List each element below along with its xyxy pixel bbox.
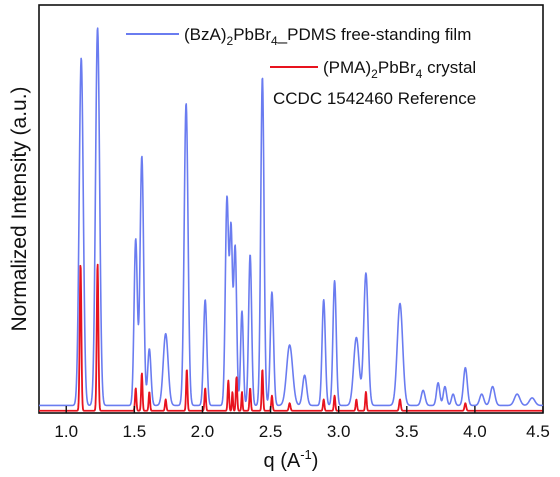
legend-label-crystal: (PMA)2PbBr4 crystal <box>323 58 476 81</box>
x-tick-label: 2.0 <box>191 422 215 441</box>
legend: (BzA)2PbBr4_PDMS free-standing film (PMA… <box>126 25 476 108</box>
x-tick-label: 3.0 <box>327 422 351 441</box>
plot-frame <box>38 4 544 414</box>
x-tick-label: 1.0 <box>54 422 78 441</box>
x-axis: 1.0 1.5 2.0 2.5 3.0 3.5 4.0 4.5 <box>54 406 550 441</box>
x-tick-label: 2.5 <box>259 422 283 441</box>
x-tick-label: 1.5 <box>123 422 147 441</box>
x-tick-label: 3.5 <box>395 422 419 441</box>
legend-label-reference: CCDC 1542460 Reference <box>273 89 476 108</box>
plot-area <box>38 27 544 412</box>
x-axis-label: q (A-1) <box>264 447 319 472</box>
y-axis-label: Normalized Intensity (a.u.) <box>8 86 31 331</box>
x-tick-label: 4.0 <box>463 422 487 441</box>
series-line-film <box>38 27 544 407</box>
x-tick-label: 4.5 <box>526 422 550 441</box>
legend-label-film: (BzA)2PbBr4_PDMS free-standing film <box>184 25 471 48</box>
series-line-crystal <box>38 263 544 412</box>
